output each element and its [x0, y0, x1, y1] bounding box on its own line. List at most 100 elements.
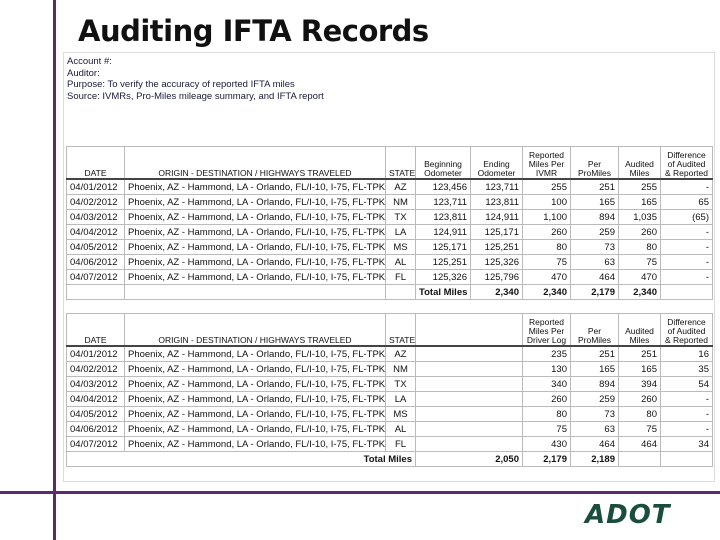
cell: 04/01/2012	[66, 178, 125, 195]
cell: 125,796	[470, 269, 523, 285]
cell: -	[660, 269, 713, 285]
cell: 73	[570, 406, 619, 422]
cell: FL	[385, 436, 416, 452]
cell: 80	[618, 406, 661, 422]
cell: Phoenix, AZ - Hammond, LA - Orlando, FL/…	[124, 269, 386, 285]
cell: 04/03/2012	[66, 376, 125, 392]
cell: 124,911	[470, 209, 523, 225]
blank-cell	[618, 451, 661, 467]
cell: 894	[570, 209, 619, 225]
cell: 123,456	[415, 178, 471, 195]
cell: Phoenix, AZ - Hammond, LA - Orlando, FL/…	[124, 254, 386, 270]
cell: 394	[618, 376, 661, 392]
cell: TX	[385, 376, 416, 392]
cell: 125,326	[415, 269, 471, 285]
blank-cell	[415, 376, 523, 392]
cell: -	[660, 239, 713, 255]
cell: Phoenix, AZ - Hammond, LA - Orlando, FL/…	[124, 224, 386, 240]
blank-cell	[415, 436, 523, 452]
cell: 165	[570, 361, 619, 377]
cell: 63	[570, 254, 619, 270]
cell: 04/05/2012	[66, 239, 125, 255]
header-cell: ORIGIN - DESTINATION / HIGHWAYS TRAVELED	[124, 146, 386, 180]
cell: 75	[618, 254, 661, 270]
cell: -	[660, 224, 713, 240]
cell: 75	[522, 421, 571, 437]
data-row: 04/06/2012 Phoenix, AZ - Hammond, LA - Or…	[66, 254, 713, 270]
cell: 73	[570, 239, 619, 255]
cell: 54	[660, 376, 713, 392]
header-cell: Beginning Odometer	[415, 146, 471, 180]
cell: -	[660, 391, 713, 407]
cell: 125,171	[470, 224, 523, 240]
cell: MS	[385, 239, 416, 255]
info-line: Account #:	[67, 56, 112, 67]
cell: 259	[570, 391, 619, 407]
cell: 04/06/2012	[66, 254, 125, 270]
cell: 123,811	[415, 209, 471, 225]
cell: Phoenix, AZ - Hammond, LA - Orlando, FL/…	[124, 361, 386, 377]
cell: 100	[522, 194, 571, 210]
blank-cell	[385, 284, 416, 300]
cell: 251	[618, 345, 661, 362]
cell: 894	[570, 376, 619, 392]
data-row: 04/02/2012 Phoenix, AZ - Hammond, LA - Or…	[66, 194, 713, 210]
cell: 04/07/2012	[66, 269, 125, 285]
cell: 464	[570, 269, 619, 285]
blank-cell	[660, 451, 713, 467]
cell: 251	[570, 345, 619, 362]
slide-title: Auditing IFTA Records	[78, 14, 429, 48]
total-row: Total Miles 2,340 2,340 2,179 2,340	[66, 284, 713, 300]
cell: 125,171	[415, 239, 471, 255]
accent-line	[0, 491, 720, 494]
cell: -	[660, 178, 713, 195]
cell: Phoenix, AZ - Hammond, LA - Orlando, FL/…	[124, 406, 386, 422]
header-cell: ORIGIN - DESTINATION / HIGHWAYS TRAVELED	[124, 313, 386, 347]
cell: LA	[385, 391, 416, 407]
blank-cell	[415, 361, 523, 377]
cell: Phoenix, AZ - Hammond, LA - Orlando, FL/…	[124, 391, 386, 407]
header-cell: STATE	[385, 313, 416, 347]
cell: 260	[618, 391, 661, 407]
header-cell: Difference of Audited & Reported	[660, 313, 713, 347]
info-line: Auditor:	[67, 67, 100, 79]
data-row: 04/07/2012 Phoenix, AZ - Hammond, LA - Or…	[66, 436, 713, 452]
cell: 125,251	[470, 239, 523, 255]
header-cell: Difference of Audited & Reported	[660, 146, 713, 180]
cell: 125,251	[415, 254, 471, 270]
total-row: Total Miles 2,050 2,179 2,189	[66, 451, 713, 467]
cell: AL	[385, 254, 416, 270]
header-cell: Audited Miles	[618, 313, 661, 347]
cell: 125,326	[470, 254, 523, 270]
header-row: DATE ORIGIN - DESTINATION / HIGHWAYS TRAV…	[66, 146, 713, 180]
header-cell: STATE	[385, 146, 416, 180]
cell: 80	[522, 406, 571, 422]
header-cell: Per ProMiles	[570, 146, 619, 180]
cell: 165	[618, 361, 661, 377]
cell: 80	[618, 239, 661, 255]
data-row: 04/02/2012 Phoenix, AZ - Hammond, LA - Or…	[66, 361, 713, 377]
cell: 35	[660, 361, 713, 377]
cell: Phoenix, AZ - Hammond, LA - Orlando, FL/…	[124, 345, 386, 362]
cell: 04/04/2012	[66, 224, 125, 240]
cell: 123,711	[470, 178, 523, 195]
blank-cell	[415, 313, 523, 347]
blank-cell	[415, 406, 523, 422]
cell: 123,811	[470, 194, 523, 210]
blank-cell	[415, 421, 523, 437]
data-row: 04/01/2012 Phoenix, AZ - Hammond, LA - Or…	[66, 345, 713, 362]
cell: Phoenix, AZ - Hammond, LA - Orlando, FL/…	[124, 194, 386, 210]
total-cell: 2,050	[415, 451, 523, 467]
cell: 255	[618, 178, 661, 195]
cell: 470	[522, 269, 571, 285]
cell: LA	[385, 224, 416, 240]
cell: Phoenix, AZ - Hammond, LA - Orlando, FL/…	[124, 421, 386, 437]
cell: 04/01/2012	[66, 345, 125, 362]
cell: 04/06/2012	[66, 421, 125, 437]
cell: 04/04/2012	[66, 391, 125, 407]
total-label: Total Miles	[415, 284, 471, 300]
cell: Phoenix, AZ - Hammond, LA - Orlando, FL/…	[124, 376, 386, 392]
cell: -	[660, 254, 713, 270]
cell: 04/03/2012	[66, 209, 125, 225]
header-cell: Per ProMiles	[570, 313, 619, 347]
